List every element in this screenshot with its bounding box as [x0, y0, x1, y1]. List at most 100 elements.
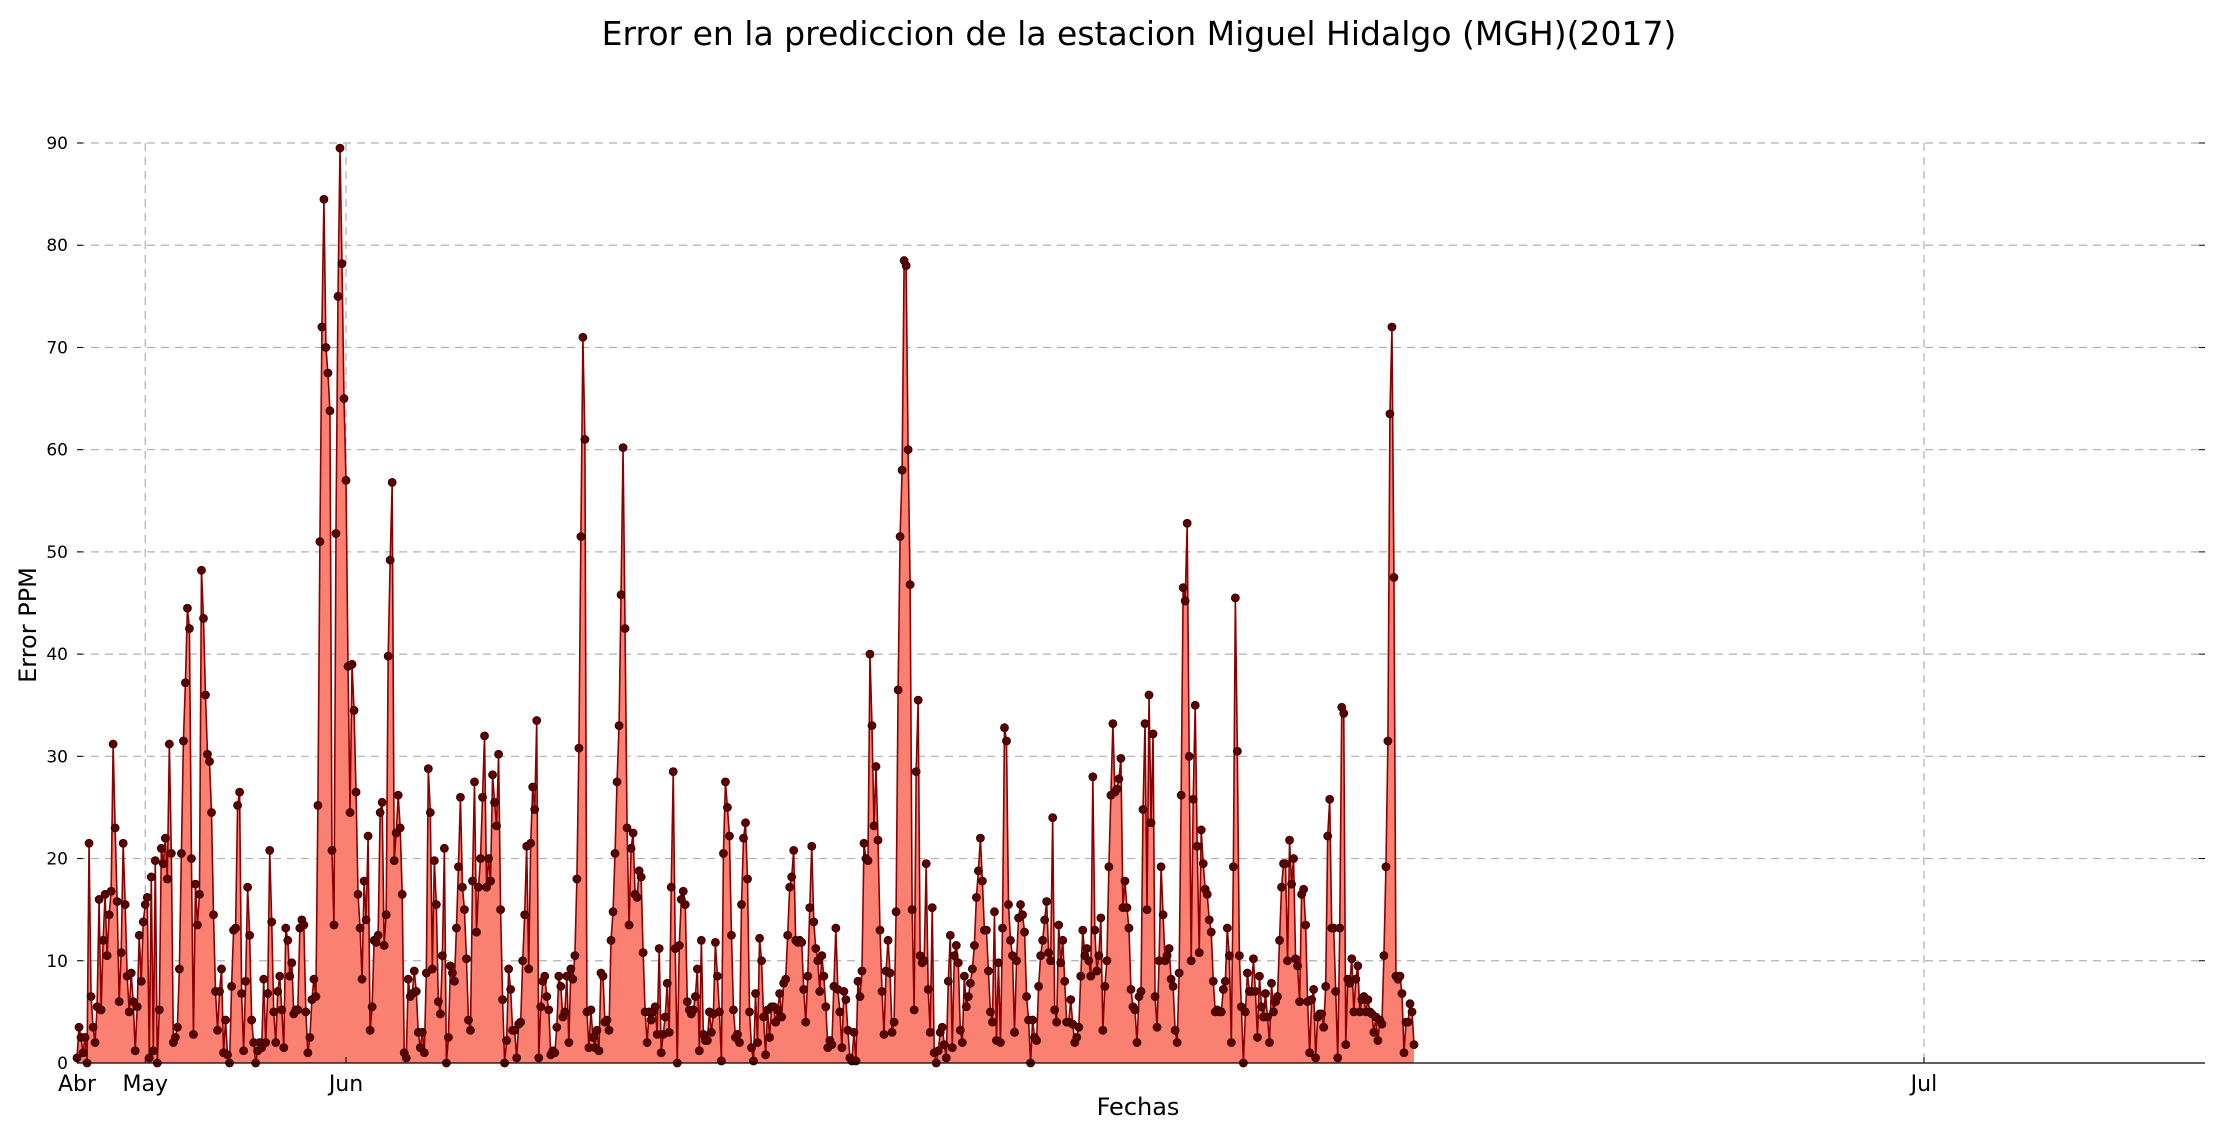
- data-point: [259, 974, 269, 984]
- data-point: [542, 992, 552, 1001]
- data-point: [666, 882, 676, 892]
- data-point: [831, 923, 841, 933]
- data-point: [221, 1015, 230, 1025]
- data-point: [1224, 951, 1234, 961]
- data-point: [1341, 1040, 1351, 1049]
- data-point: [1228, 862, 1238, 872]
- data-point: [1038, 935, 1048, 945]
- data-point: [443, 1033, 453, 1042]
- data-point: [572, 874, 582, 884]
- data-point: [512, 1053, 522, 1063]
- data-point: [347, 659, 357, 669]
- data-point: [1130, 1005, 1140, 1015]
- data-point: [990, 907, 999, 917]
- tick-labels: 0 10 20 30 40 50 60 70 80 90 Abr May Jun Jul: [46, 134, 1937, 1097]
- data-point: [755, 933, 764, 943]
- data-point: [1098, 1025, 1108, 1035]
- data-point: [1088, 772, 1098, 782]
- data-point: [84, 838, 94, 848]
- data-point: [193, 920, 202, 930]
- data-point: [1323, 831, 1333, 841]
- data-point: [1253, 1033, 1262, 1042]
- data-point: [1305, 1048, 1315, 1058]
- data-point: [851, 1056, 861, 1066]
- data-point: [323, 368, 333, 378]
- data-point: [1269, 1007, 1278, 1017]
- data-point: [566, 964, 576, 974]
- data-point: [1395, 971, 1405, 981]
- data-point: [781, 974, 791, 984]
- data-point: [690, 992, 700, 1001]
- data-point: [1036, 951, 1046, 961]
- data-point: [1010, 1027, 1019, 1037]
- data-point: [1218, 985, 1228, 994]
- data-point: [492, 821, 501, 831]
- data-point: [580, 435, 590, 444]
- data-point: [996, 1038, 1005, 1047]
- data-point: [329, 920, 339, 930]
- data-point: [925, 1027, 935, 1037]
- data-point: [106, 886, 116, 896]
- data-point: [305, 1033, 315, 1042]
- data-point: [594, 1046, 604, 1056]
- data-point: [1295, 997, 1304, 1007]
- data-point: [1333, 1053, 1343, 1063]
- data-point: [1140, 719, 1150, 729]
- data-point: [528, 782, 538, 792]
- y-tick-label: 70: [46, 338, 68, 358]
- data-point: [327, 845, 337, 855]
- data-point: [1267, 978, 1276, 988]
- data-point: [482, 882, 491, 892]
- data-point: [1397, 989, 1407, 998]
- data-point: [146, 872, 156, 882]
- data-point: [536, 1002, 546, 1012]
- data-point: [516, 1017, 526, 1027]
- data-point: [969, 941, 979, 950]
- data-point: [1012, 956, 1021, 966]
- data-point: [341, 475, 351, 485]
- data-point: [963, 992, 973, 1001]
- data-point: [94, 895, 104, 904]
- data-point: [660, 1012, 670, 1022]
- data-point: [1084, 956, 1094, 966]
- data-point: [1311, 1053, 1321, 1063]
- data-point: [753, 1038, 762, 1047]
- data-point: [283, 935, 293, 945]
- data-point: [576, 532, 586, 541]
- y-tick-label: 20: [46, 850, 68, 870]
- data-point: [1373, 1036, 1383, 1045]
- data-point: [638, 948, 648, 957]
- data-point: [959, 971, 969, 981]
- data-point: [749, 1056, 758, 1066]
- data-point: [126, 968, 136, 978]
- data-point: [1353, 961, 1363, 971]
- data-point: [1182, 518, 1192, 528]
- data-point: [1032, 1036, 1042, 1045]
- data-point: [1078, 925, 1088, 935]
- data-point: [245, 930, 255, 940]
- data-point: [807, 841, 817, 851]
- data-point: [586, 1005, 596, 1015]
- data-point: [560, 1007, 570, 1017]
- data-point: [433, 997, 443, 1007]
- data-point: [353, 889, 363, 899]
- data-point: [470, 777, 479, 787]
- data-point: [498, 995, 508, 1005]
- data-point: [1387, 322, 1397, 332]
- data-point: [775, 989, 785, 998]
- data-point: [1194, 948, 1204, 957]
- data-point: [1317, 1009, 1327, 1019]
- data-point: [1377, 1019, 1387, 1029]
- data-point: [1124, 923, 1134, 933]
- data-point: [1114, 774, 1124, 784]
- data-point: [331, 529, 341, 538]
- data-point: [1383, 736, 1393, 746]
- data-point: [1056, 958, 1066, 968]
- data-point: [203, 749, 212, 759]
- data-point: [891, 907, 901, 917]
- data-point: [349, 705, 359, 715]
- data-point: [815, 987, 825, 996]
- data-point: [1148, 729, 1158, 739]
- data-point: [1220, 976, 1230, 986]
- data-point: [1132, 1038, 1142, 1047]
